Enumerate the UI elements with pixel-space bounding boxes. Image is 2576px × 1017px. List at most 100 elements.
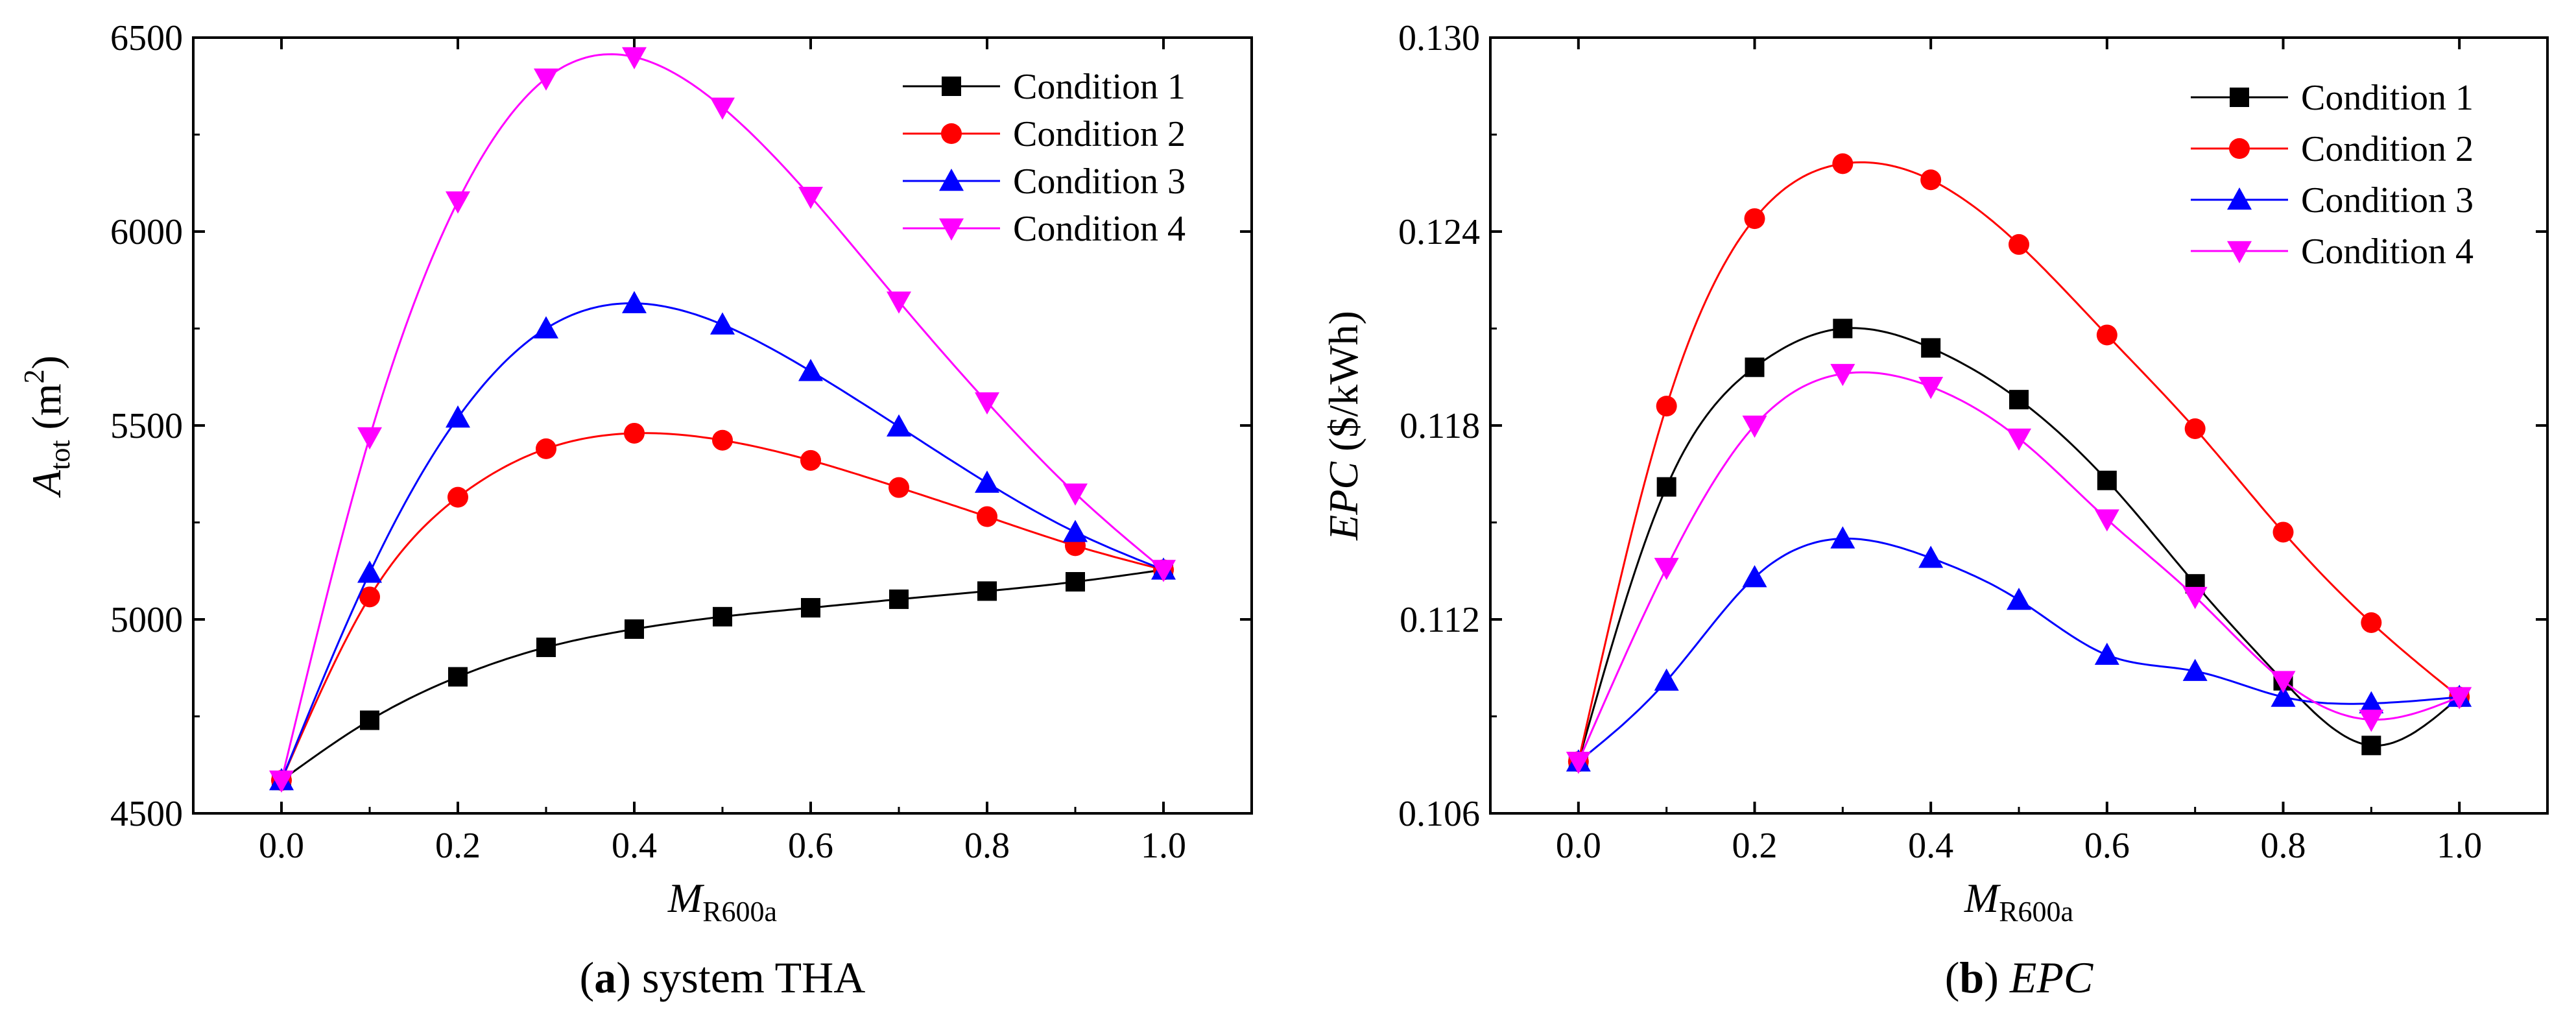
x-tick-label: 0.2 [435, 826, 481, 866]
data-point [800, 449, 821, 471]
legend-label: Condition 4 [1013, 209, 1186, 249]
data-point [887, 291, 911, 314]
data-point [1832, 153, 1854, 174]
data-point [888, 477, 909, 498]
data-point [887, 414, 911, 437]
data-point [357, 560, 382, 583]
x-tick-label: 0.0 [1556, 826, 1601, 866]
data-point [1066, 571, 1085, 592]
data-point [977, 581, 997, 601]
data-point [1745, 357, 1765, 377]
data-point [448, 667, 468, 687]
data-point [977, 506, 997, 527]
series-1 [272, 560, 1173, 791]
data-point [2359, 691, 2384, 713]
legend-label: Condition 3 [2301, 180, 2474, 221]
legend-entry: Condition 1 [2191, 78, 2474, 118]
x-axis-title: MR600a [1964, 875, 2073, 927]
x-tick-label: 0.8 [964, 826, 1010, 866]
caption-paren: ) [616, 953, 642, 1002]
y-tick-label: 0.124 [1398, 212, 1480, 252]
legend-entry: Condition 2 [2191, 129, 2474, 169]
data-point [798, 186, 823, 209]
series-line [280, 432, 1164, 781]
legend-label: Condition 1 [2301, 78, 2474, 118]
y-tick-label: 0.112 [1400, 600, 1480, 640]
data-point [536, 638, 556, 658]
data-point [1742, 415, 1767, 438]
y-tick-label: 5500 [110, 406, 183, 446]
caption-paren: ( [1945, 953, 1960, 1002]
caption-text: EPC [2009, 953, 2093, 1002]
data-point [2184, 418, 2206, 439]
y-tick-label: 0.118 [1400, 406, 1480, 446]
data-point [360, 710, 379, 730]
data-point [1918, 545, 1944, 568]
chart-panel-a: 0.0 0.2 0.4 0.6 0.8 1.0 4500 5000 5500 6000 6500 MR… [18, 18, 1253, 1002]
data-point [1830, 364, 1855, 387]
data-point [622, 47, 647, 69]
legend-label: Condition 3 [1013, 162, 1186, 202]
series-line [1577, 537, 2460, 763]
data-point [2271, 671, 2296, 693]
caption-paren: ) [1984, 953, 2010, 1002]
y-tick-label: 6500 [110, 18, 183, 58]
data-point [712, 429, 733, 451]
data-point [1654, 668, 1679, 691]
legend-label: Condition 1 [1013, 67, 1186, 107]
legend-marker [939, 169, 964, 191]
x-axis-title-main: M [1964, 875, 2001, 921]
data-point [269, 770, 294, 793]
y-axis-title: Atot (m2) [18, 355, 76, 498]
data-point [2359, 710, 2384, 732]
series-4 [1566, 364, 2472, 774]
series-4 [269, 47, 1176, 793]
legend-label: Condition 2 [1013, 114, 1186, 154]
y-tick-label: 6000 [110, 212, 183, 252]
y-axis-title: EPC ($/kWh) [1320, 311, 1366, 541]
data-point [2009, 390, 2029, 410]
x-tick-label: 1.0 [1141, 826, 1186, 866]
series-3 [269, 291, 1176, 791]
x-axis-title: MR600a [667, 875, 777, 927]
data-point [2271, 684, 2296, 707]
data-point [446, 191, 470, 214]
y-axis-title-units-close: ) [23, 355, 69, 369]
data-point [2097, 470, 2117, 490]
data-point [2007, 428, 2031, 451]
x-tick-label: 0.4 [612, 826, 657, 866]
legend-marker [2227, 187, 2252, 210]
x-tick-label: 0.8 [2261, 826, 2306, 866]
data-point [1830, 526, 1855, 549]
legend-entry: Condition 3 [2191, 180, 2474, 221]
data-point [713, 606, 732, 627]
x-axis-title-main: M [667, 875, 705, 921]
data-point [1833, 318, 1853, 339]
x-axis-title-sub: R600a [702, 896, 777, 927]
data-point [2272, 521, 2294, 543]
legend-entry: Condition 1 [903, 67, 1186, 107]
y-tick-label: 4500 [110, 794, 183, 834]
legend-marker [2230, 88, 2249, 107]
caption-paren: ( [580, 953, 595, 1002]
data-point [447, 486, 468, 508]
data-point [1656, 477, 1676, 497]
data-point [2009, 233, 2029, 255]
caption-text: system THA [642, 953, 865, 1002]
legend-entry: Condition 4 [903, 209, 1186, 249]
y-axis-title-units: ($/kWh) [1320, 311, 1366, 462]
data-point [536, 438, 556, 459]
data-point [975, 470, 999, 493]
chart-panel-b: 0.0 0.2 0.4 0.6 0.8 1.0 0.106 0.112 0.118 0.124 0.… [1320, 18, 2549, 1002]
series-line [280, 302, 1164, 781]
data-point [798, 359, 823, 381]
data-point [446, 405, 470, 428]
data-point [2094, 642, 2119, 665]
data-point [710, 312, 735, 335]
data-point [1654, 558, 1679, 580]
legend-label: Condition 2 [2301, 129, 2474, 169]
data-point [622, 291, 647, 313]
figure-caption: (a) system THA [580, 953, 866, 1002]
y-axis-title-main: A [23, 470, 69, 498]
